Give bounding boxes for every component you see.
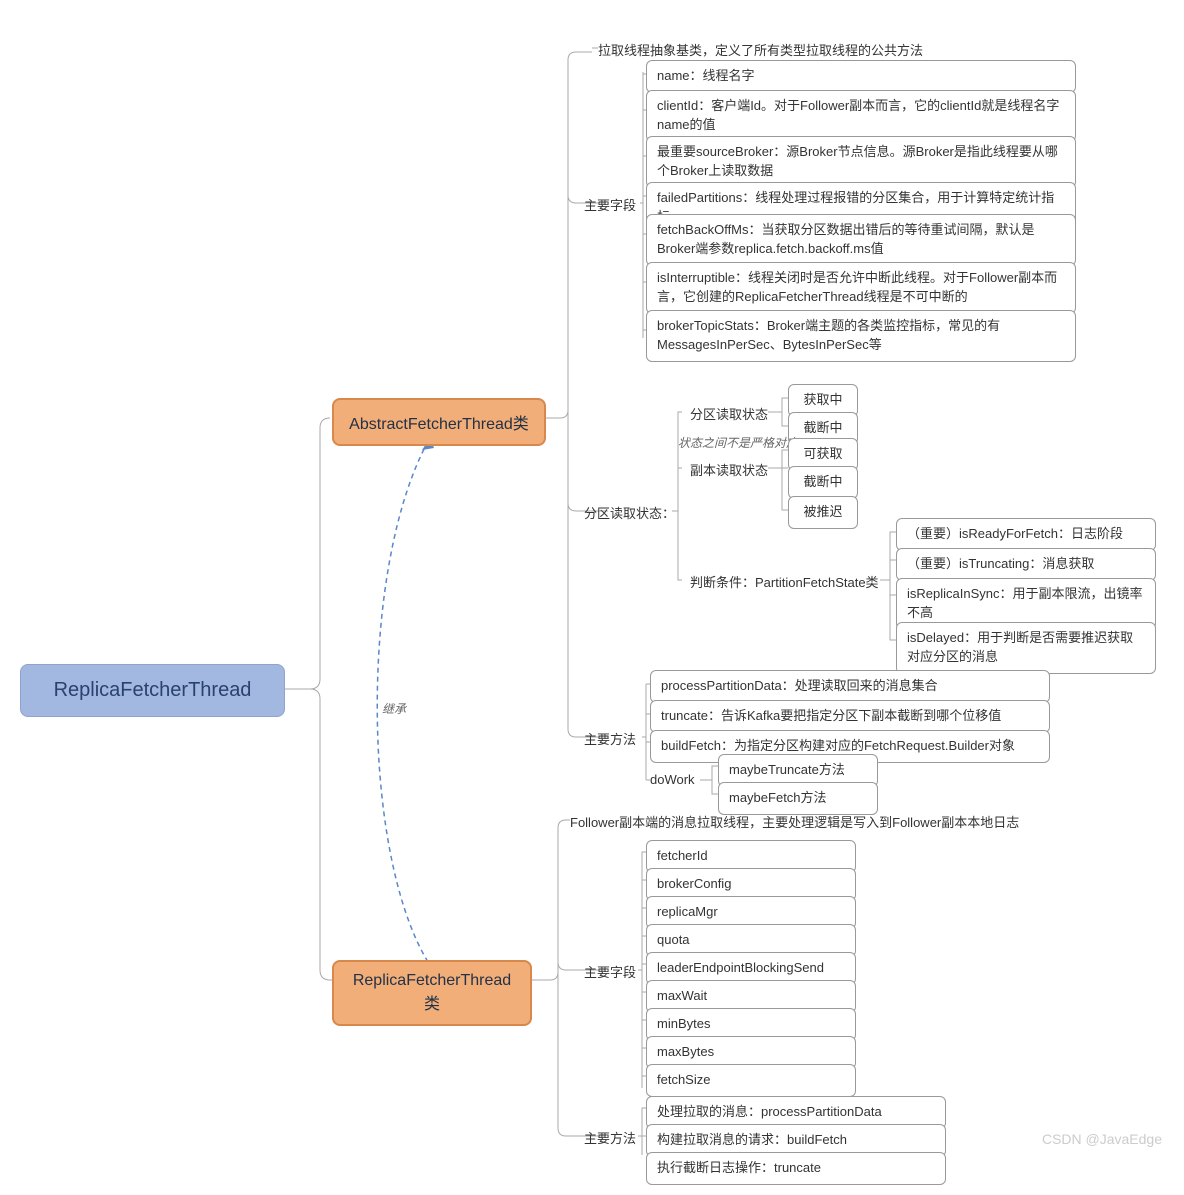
field-isinterruptible: isInterruptible：线程关闭时是否允许中断此线程。对于Followe… [646,262,1076,314]
replica-state-label: 副本读取状态 [690,460,768,479]
judge-3: isDelayed：用于判断是否需要推迟获取对应分区的消息 [896,622,1156,674]
replica-title: ReplicaFetcherThread类 [353,972,511,1013]
rfield-8: fetchSize [646,1064,856,1097]
replica-methods-label: 主要方法 [584,1128,636,1147]
fields-label: 主要字段 [584,195,636,214]
dowork-1: maybeFetch方法 [718,782,878,815]
root-label: ReplicaFetcherThread [54,679,252,701]
field-fetchbackoffms: fetchBackOffMs：当获取分区数据出错后的等待重试间隔，默认是Brok… [646,214,1076,266]
replica-desc: Follower副本端的消息拉取线程，主要处理逻辑是写入到Follower副本本… [570,812,1110,831]
methods-label: 主要方法 [584,729,636,748]
method-1: truncate：告诉Kafka要把指定分区下副本截断到哪个位移值 [650,700,1050,733]
rep-state-2: 被推迟 [788,496,858,529]
field-clientid: clientId：客户端Id。对于Follower副本而言，它的clientId… [646,90,1076,142]
state-note: 状态之间不是严格对应 [678,434,798,451]
diagram-canvas: ReplicaFetcherThread AbstractFetcherThre… [10,20,1174,1155]
state-label: 分区读取状态： [584,503,675,522]
field-name: name：线程名字 [646,60,1076,93]
rmethod-2: 执行截断日志操作：truncate [646,1152,946,1185]
abstract-class-node: AbstractFetcherThread类 [332,398,546,446]
judge-0: （重要）isReadyForFetch：日志阶段 [896,518,1156,551]
replica-class-node: ReplicaFetcherThread类 [332,960,532,1026]
replica-fields-label: 主要字段 [584,962,636,981]
abstract-title: AbstractFetcherThread类 [349,416,529,433]
field-brokertopicstats: brokerTopicStats：Broker端主题的各类监控指标，常见的有Me… [646,310,1076,362]
rep-state-1: 截断中 [788,466,858,499]
judge-label: 判断条件：PartitionFetchState类 [690,572,879,591]
method-0: processPartitionData：处理读取回来的消息集合 [650,670,1050,703]
judge-1: （重要）isTruncating：消息获取 [896,548,1156,581]
dowork-label: doWork [650,772,695,787]
field-sourcebroker: 最重要sourceBroker：源Broker节点信息。源Broker是指此线程… [646,136,1076,188]
abstract-desc: 拉取线程抽象基类，定义了所有类型拉取线程的公共方法 [598,40,923,59]
watermark: CSDN @JavaEdge [1042,1131,1162,1147]
inherit-label: 继承 [382,700,406,717]
partition-state-label: 分区读取状态 [690,404,768,423]
root-node: ReplicaFetcherThread [20,664,285,717]
